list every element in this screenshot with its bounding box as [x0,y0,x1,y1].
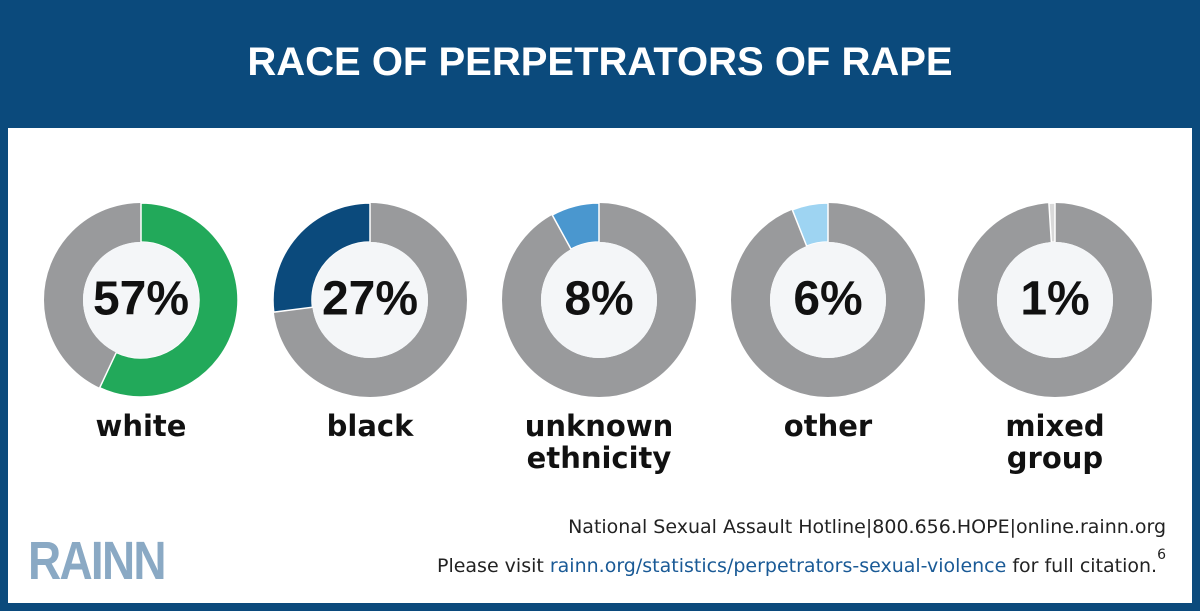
footnote: 6 [1157,547,1166,563]
donut-hole [83,242,199,358]
donut-hole [312,242,428,358]
logo: RAINN [28,531,167,591]
title: RACE OF PERPETRATORS OF RAPE [247,40,953,84]
value-label: 8% [564,273,633,326]
hotline: National Sexual Assault Hotline|800.656.… [568,516,1166,538]
category-label: other [783,409,873,443]
citation-link[interactable]: rainn.org/statistics/perpetrators-sexual… [549,555,1007,578]
donut-hole [770,242,886,358]
value-label: 6% [793,273,862,326]
donut-hole [541,242,657,358]
value-label: 27% [322,273,418,326]
category-label: mixed group [1005,409,1105,475]
value-label: 1% [1020,273,1089,326]
citation-text: for full citation. [1012,555,1158,578]
citation: Please visit rainn.org/statistics/perpetr… [431,547,1166,578]
category-label: black [326,409,414,443]
citation-text: Please visit [436,555,544,578]
value-label: 57% [93,273,189,326]
category-label: white [95,409,187,443]
donut-hole [997,242,1113,358]
category-label: unknown ethnicity [524,409,674,475]
